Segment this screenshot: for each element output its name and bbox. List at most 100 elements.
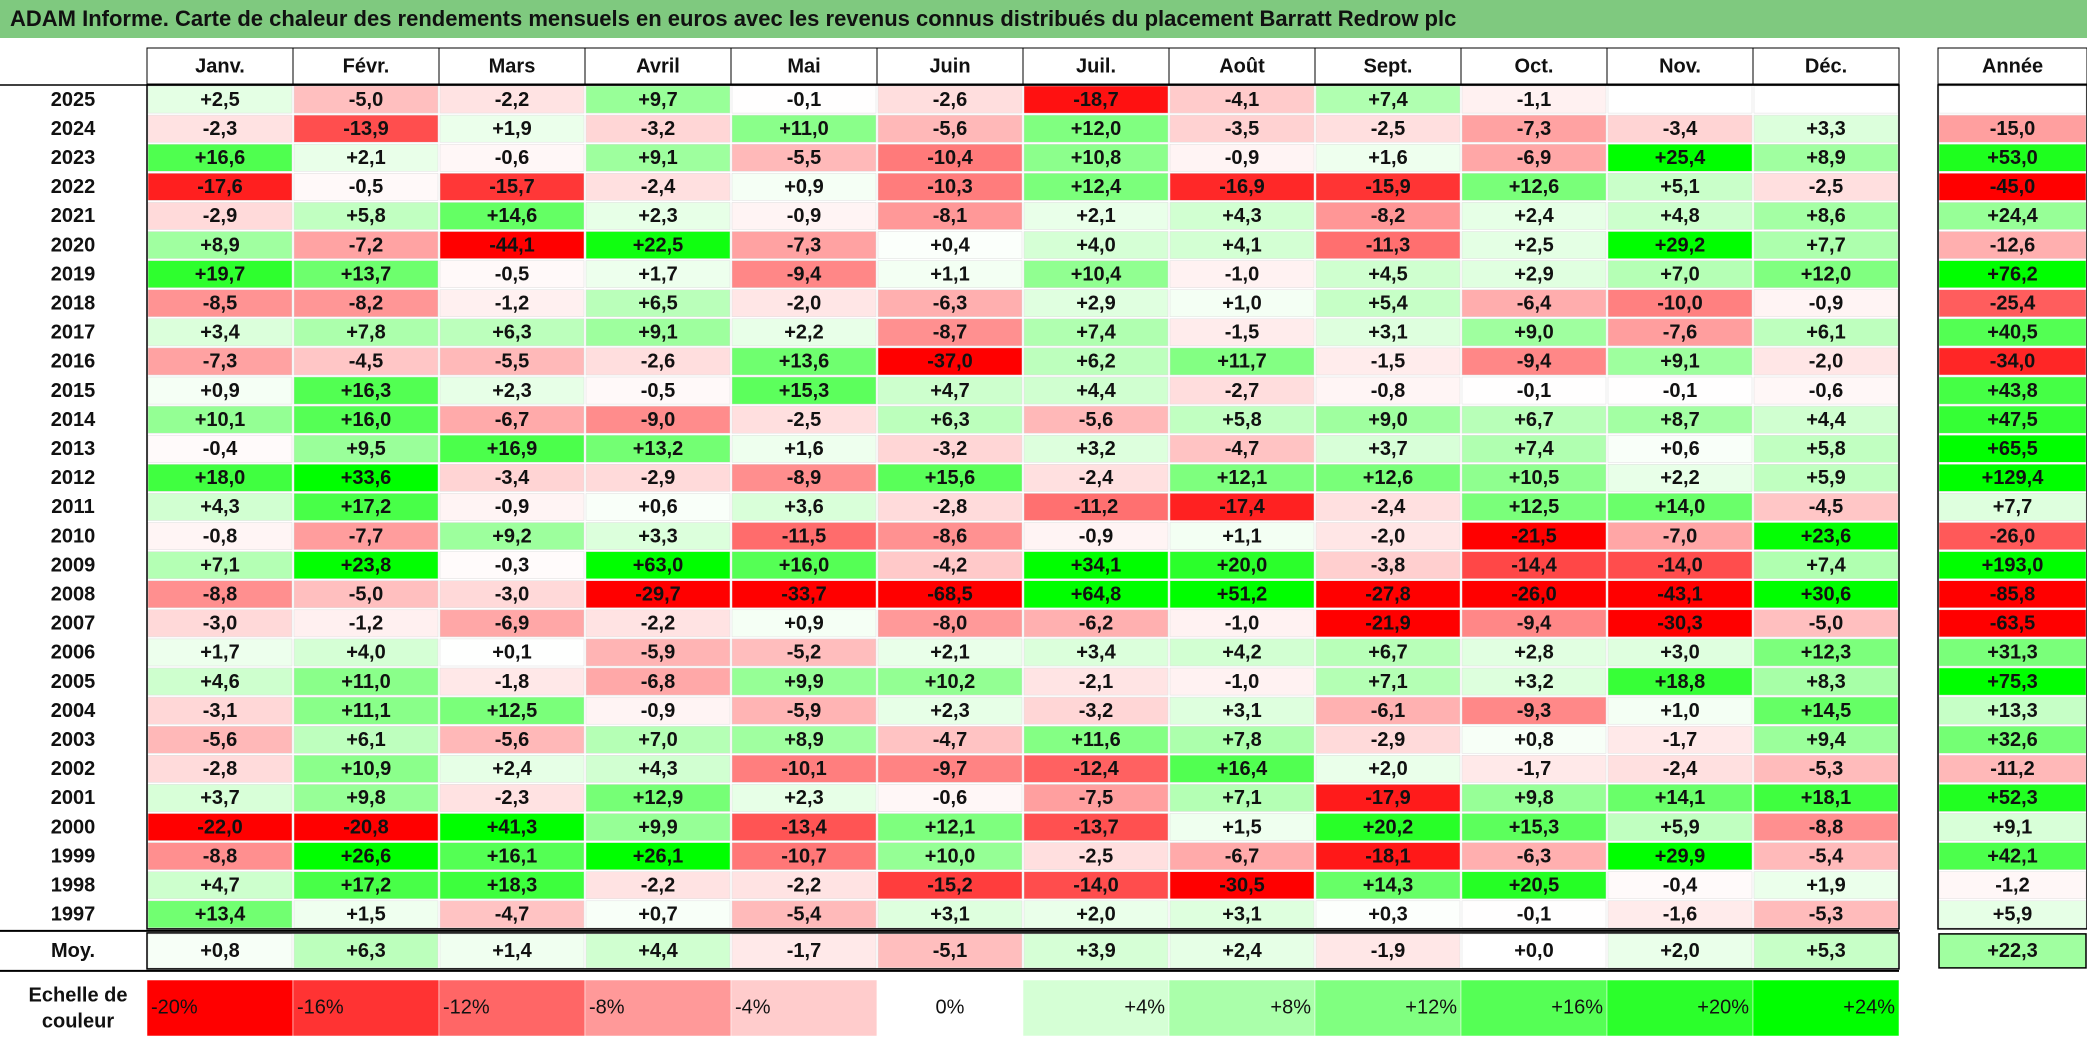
cell-value: -2,8 [933,496,967,518]
cell-value: -0,8 [203,525,237,547]
heatmap-cell [1023,813,1169,841]
cell-value: -6,4 [1517,293,1552,315]
cell-value: -2,9 [1371,729,1405,751]
heatmap-cell [1607,813,1753,841]
row-year-label: 2014 [51,409,96,431]
cell-value: -2,5 [1809,176,1843,198]
heatmap-cell [293,289,439,318]
cell-value: +9,8 [1514,787,1553,809]
cell-value: -18,7 [1073,89,1119,111]
heatmap-cell [1169,318,1315,347]
cell-value: -9,4 [787,263,822,285]
annual-value: +65,5 [1987,438,2038,460]
heatmap-cell [1753,318,1899,347]
heatmap-cell [147,755,293,783]
heatmap-cell [1023,522,1169,550]
heatmap-cell [1753,522,1899,550]
cell-value: -9,4 [1517,351,1552,373]
cell-value: +5,8 [1222,409,1261,431]
heatmap-cell [731,231,877,259]
cell-value: +0,3 [1368,904,1407,926]
average-value: +5,3 [1806,940,1845,962]
cell-value: +4,4 [1076,380,1116,402]
heatmap-cell [1607,842,1753,870]
month-header-cell [1168,47,1316,85]
cell-value: +12,0 [1801,263,1852,285]
cell-value: -4,7 [933,729,967,751]
heatmap-cell [1461,202,1607,230]
heatmap-cell [1023,405,1169,434]
heatmap-cell [1607,871,1753,900]
average-cell [1169,933,1315,969]
cell-value: -0,1 [1663,380,1697,402]
scale-swatch [584,979,732,1037]
heatmap-cell [1169,638,1315,667]
cell-value: +6,7 [1368,642,1407,664]
heatmap-cell [1607,231,1753,259]
scale-stop-label: +12% [1405,996,1457,1018]
cell-value: +5,9 [1806,467,1845,489]
heatmap-cell [1753,725,1899,754]
cell-value: +3,1 [1222,700,1261,722]
heatmap-cell [1607,580,1753,609]
annual-cell [1938,813,2087,841]
heatmap-cell [1461,405,1607,434]
cell-value: +3,1 [1368,322,1407,344]
heatmap-cell [1023,638,1169,667]
row-year-label: 2017 [51,322,96,344]
heatmap-cell [585,696,731,725]
cell-value: -7,3 [203,351,237,373]
cell-value: -4,5 [349,351,383,373]
heatmap-cell [1315,842,1461,870]
cell-value: -14,4 [1511,554,1557,576]
heatmap-cell [293,173,439,201]
cell-value: -0,5 [495,263,529,285]
heatmap-cell [585,900,731,929]
cell-value: -5,9 [641,642,675,664]
heatmap-cell [147,842,293,870]
cell-value: -1,2 [349,613,383,635]
cell-value: +7,8 [1222,729,1261,751]
scale-stop-label: -20% [151,996,198,1018]
cell-value: -13,7 [1073,816,1119,838]
cell-value: -7,2 [349,234,383,256]
heatmap-cell [585,405,731,434]
heatmap-cell [731,85,877,114]
heatmap-cell [1315,725,1461,754]
heatmap-cell [1169,551,1315,579]
cell-value: +12,6 [1363,467,1414,489]
heatmap-cell [1023,173,1169,201]
cell-value: -8,2 [1371,205,1405,227]
heatmap-cell [585,464,731,492]
heatmap-cell [585,842,731,870]
heatmap-cell [147,900,293,929]
heatmap-cell [731,725,877,754]
cell-value: +3,3 [1806,118,1845,140]
row-year-label: 2024 [51,118,96,140]
cell-value: +6,7 [1514,409,1553,431]
cell-value: -16,9 [1219,176,1265,198]
heatmap-cell [731,260,877,288]
cell-value: -2,4 [641,176,676,198]
heatmap-cell [877,114,1023,143]
average-cell [1753,933,1899,969]
heatmap-cell [877,609,1023,638]
row-year-label: 1999 [51,845,96,867]
cell-value: +2,8 [1514,642,1553,664]
cell-value: -2,2 [495,89,529,111]
cell-value: +4,7 [200,875,239,897]
heatmap-cell [1461,580,1607,609]
row-year-label: 2009 [51,554,96,576]
heatmap-cell [1753,464,1899,492]
cell-value: -2,0 [1371,525,1405,547]
heatmap-cell [1753,493,1899,521]
heatmap-cell [585,551,731,579]
cell-value: +4,0 [1076,234,1115,256]
heatmap-cell [585,347,731,376]
cell-value: +10,2 [925,671,976,693]
annual-frame [1937,84,2087,930]
cell-value: +3,4 [1076,642,1116,664]
heatmap-cell [1753,900,1899,929]
cell-value: +8,3 [1806,671,1845,693]
cell-value: -1,5 [1225,322,1259,344]
